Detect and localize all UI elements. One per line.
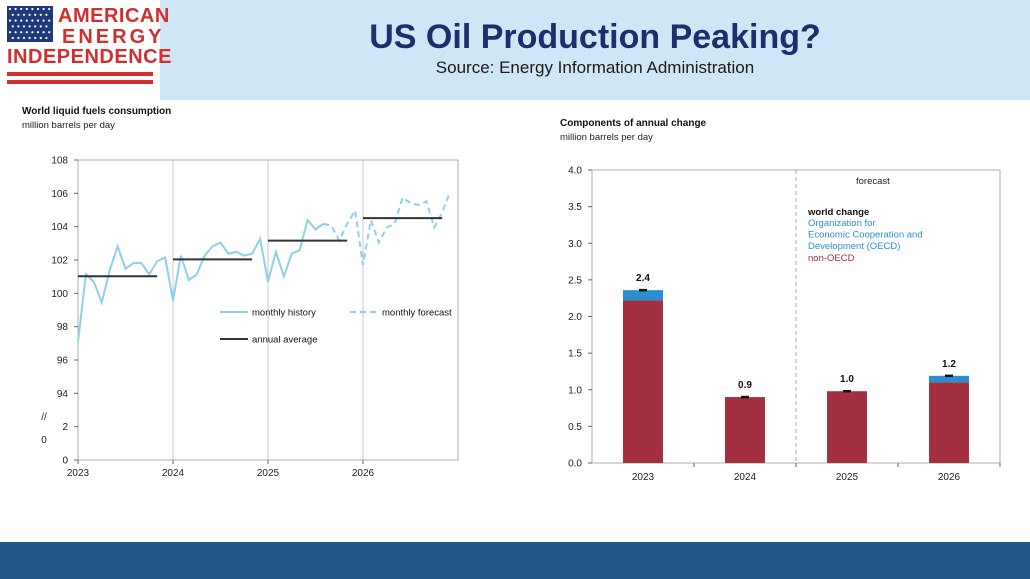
y-tick-label: 98 <box>57 322 69 333</box>
y-tick-label: 2.0 <box>568 312 582 323</box>
x-tick-label: 2026 <box>938 472 961 483</box>
x-tick-label: 2023 <box>67 468 90 479</box>
y-tick-label: 104 <box>51 222 68 233</box>
logo-line-2: ENERGY <box>62 26 165 48</box>
y-tick-label: 1.5 <box>568 349 582 360</box>
monthly-history-line <box>77 217 324 342</box>
logo-stripes <box>7 72 153 92</box>
y-tick-label: 96 <box>57 356 69 367</box>
y-tick-label: 100 <box>51 289 68 300</box>
legend-oecd-line: Development (OECD) <box>808 241 900 252</box>
x-tick-label: 2024 <box>162 468 185 479</box>
legend-oecd-line: Economic Cooperation and <box>808 230 923 241</box>
x-tick-label: 2023 <box>632 472 655 483</box>
monthly-forecast-line <box>323 191 452 266</box>
bar-non-oecd <box>827 391 867 463</box>
legend-world-change: world change <box>807 207 869 218</box>
x-tick-label: 2024 <box>734 472 757 483</box>
logo-line-1: AMERICAN <box>58 5 170 27</box>
x-tick-label: 2025 <box>836 472 859 483</box>
bar-non-oecd <box>929 382 969 463</box>
y-tick-label: 0 <box>62 456 68 467</box>
y-tick-label: 2.5 <box>568 275 582 286</box>
y-tick-label: 0.5 <box>568 422 582 433</box>
y-tick-label: 1.0 <box>568 385 582 396</box>
y-tick-label: 2 <box>62 422 68 433</box>
annual-change-bar-chart: 4.0 3.5 3.0 2.5 2.0 1.5 1.0 0.5 0.0 forecast 2.4 20… <box>568 166 1001 483</box>
legend-label: monthly history <box>252 308 316 319</box>
bar-oecd <box>623 290 663 301</box>
y-tick-label: 4.0 <box>568 166 582 177</box>
bar-non-oecd <box>623 300 663 463</box>
left-chart-subtitle: million barrels per day <box>22 120 115 131</box>
y-tick-label: 94 <box>57 389 69 400</box>
total-label: 1.0 <box>840 374 854 385</box>
axis-break-zero-label: 0 <box>41 435 47 446</box>
y-tick-label: 3.0 <box>568 239 582 250</box>
us-flag-icon <box>7 6 53 42</box>
y-tick-label: 108 <box>51 156 68 167</box>
y-tick-label: 102 <box>51 256 68 267</box>
legend-label: monthly forecast <box>382 308 452 319</box>
axis-break-label: // <box>41 412 47 423</box>
forecast-label: forecast <box>856 176 890 187</box>
x-tick-label: 2026 <box>352 468 375 479</box>
total-label: 2.4 <box>636 273 650 284</box>
page-title: US Oil Production Peaking? <box>369 18 821 56</box>
bar-oecd <box>929 375 969 383</box>
logo: AMERICAN ENERGY INDEPENDENCE <box>0 0 171 100</box>
page-subtitle: Source: Energy Information Administratio… <box>435 58 755 77</box>
logo-line-3: INDEPENDENCE <box>7 46 172 68</box>
legend-non-oecd: non-OECD <box>808 253 855 264</box>
y-tick-label: 0.0 <box>568 459 582 470</box>
right-chart-subtitle: million barrels per day <box>560 132 653 143</box>
legend-oecd-line: Organization for <box>808 218 876 229</box>
bar-non-oecd <box>725 397 765 463</box>
right-chart-title: Components of annual change <box>560 118 707 129</box>
x-tick-label: 2025 <box>257 468 280 479</box>
legend-label: annual average <box>252 335 318 346</box>
y-tick-label: 3.5 <box>568 202 582 213</box>
total-label: 0.9 <box>738 380 752 391</box>
total-label: 1.2 <box>942 359 956 370</box>
footer-band <box>0 542 1030 579</box>
left-chart-title: World liquid fuels consumption <box>22 106 172 117</box>
header-band <box>0 0 1030 100</box>
y-tick-label: 106 <box>51 189 68 200</box>
